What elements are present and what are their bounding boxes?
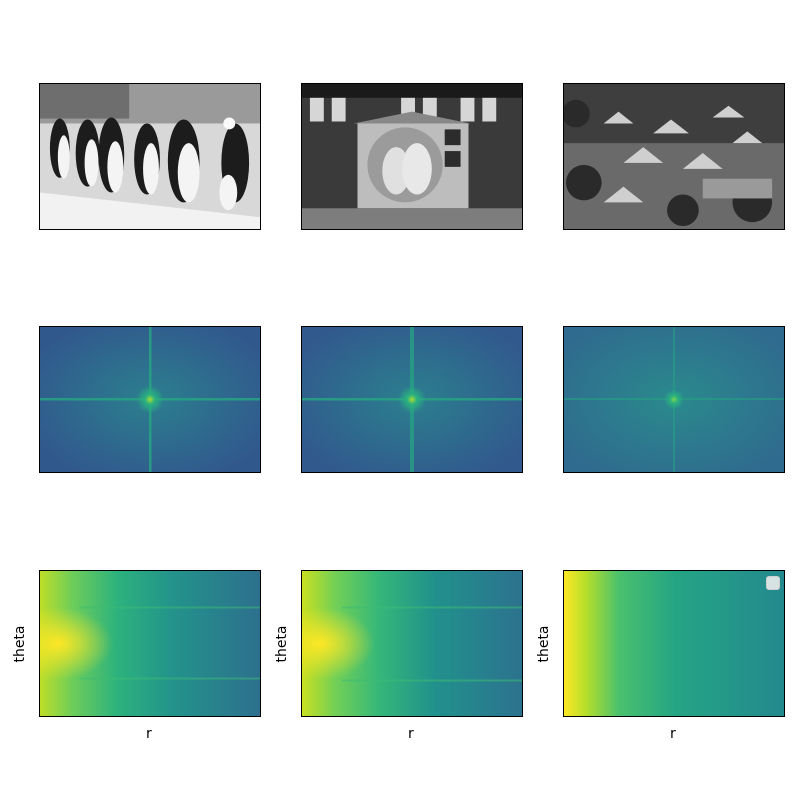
- y-axis-label-theta-3: theta: [536, 625, 552, 663]
- legend-box: [766, 576, 780, 590]
- polar-spectrum-penguins: [39, 570, 261, 717]
- y-axis-label-theta-1: theta: [12, 625, 28, 663]
- x-axis-label-r-2: r: [408, 726, 414, 742]
- fft-spectrum-ema-plaque: [301, 326, 523, 473]
- x-axis-label-r-1: r: [146, 726, 152, 742]
- fft-spectrum-penguins: [39, 326, 261, 473]
- polar-spectrum-village: [563, 570, 785, 717]
- photo-ema-plaque: [301, 83, 523, 230]
- photo-penguins: [39, 83, 261, 230]
- photo-village: [563, 83, 785, 230]
- polar-spectrum-ema-plaque: [301, 570, 523, 717]
- x-axis-label-r-3: r: [670, 726, 676, 742]
- fft-spectrum-village: [563, 326, 785, 473]
- y-axis-label-theta-2: theta: [274, 625, 290, 663]
